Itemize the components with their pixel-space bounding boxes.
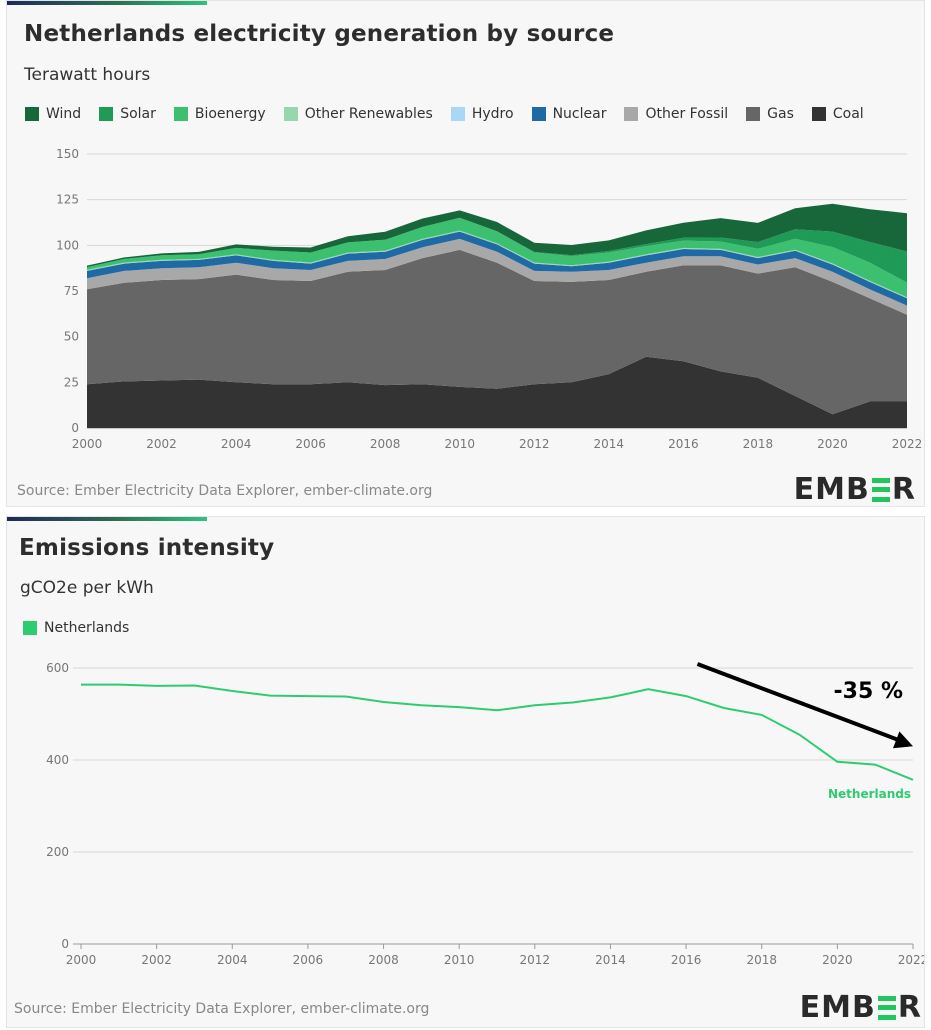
y-tick-label: 75 <box>64 284 79 298</box>
emissions-line-chart: 0 200 400 600 2000 2002 2004 2006 2008 2010 2012 20… <box>46 661 924 967</box>
legend-label: Other Fossil <box>645 106 729 122</box>
legend-label: Other Renewables <box>304 106 433 122</box>
y-tick-label: 100 <box>56 238 79 252</box>
legend-label: Solar <box>120 106 156 122</box>
legend-swatch <box>746 107 761 121</box>
legend-item-nuclear[interactable]: Nuclear <box>531 106 607 122</box>
legend-swatch <box>99 107 114 121</box>
legend-swatch <box>23 621 37 635</box>
accent-bar <box>7 517 207 521</box>
x-tick-label: 2012 <box>519 437 550 451</box>
y-tick-label: 0 <box>61 937 69 951</box>
y-tick-label: 600 <box>46 661 69 675</box>
legend-label: Wind <box>46 106 82 122</box>
legend-item-other-fossil[interactable]: Other Fossil <box>624 106 728 122</box>
series-line-netherlands <box>81 683 914 781</box>
x-tick-label: 2012 <box>520 953 551 967</box>
logo-text-right: R <box>891 472 916 507</box>
x-tick-label: 2000 <box>72 437 103 451</box>
chart-legend: Wind Solar Bioenergy Other Renewables Hydro N… <box>25 106 882 122</box>
y-tick-label: 0 <box>71 421 79 435</box>
x-tick-label: 2022 <box>898 953 924 967</box>
x-tick-label: 2002 <box>146 437 177 451</box>
legend-swatch <box>25 107 39 121</box>
y-tick-label: 50 <box>64 330 79 344</box>
y-tick-label: 400 <box>46 753 69 767</box>
legend-swatch <box>283 107 298 121</box>
generation-area-chart: 0 25 50 75 100 125 150 2000 2002 2004 2006 2008 2010… <box>56 147 923 451</box>
legend-swatch <box>450 107 465 121</box>
x-tick-label: 2008 <box>370 437 401 451</box>
x-tick-label: 2010 <box>444 953 475 967</box>
area-gas <box>87 249 907 415</box>
x-tick-label: 2018 <box>743 437 774 451</box>
x-tick-label: 2004 <box>221 437 252 451</box>
legend-item-wind[interactable]: Wind <box>25 106 81 122</box>
x-tick-label: 2010 <box>444 437 475 451</box>
chart-subtitle: Terawatt hours <box>24 65 151 85</box>
logo-text-left: EMB <box>799 990 876 1025</box>
legend-swatch <box>624 107 639 121</box>
trend-arrow-shaft <box>696 662 900 743</box>
annotation-text: -35 % <box>834 679 903 704</box>
x-tick-label: 2006 <box>293 953 324 967</box>
legend-item-bioenergy[interactable]: Bioenergy <box>173 106 266 122</box>
area-coal <box>87 356 907 428</box>
trend-arrow-head <box>893 731 913 749</box>
chart-legend: Netherlands <box>23 620 147 636</box>
y-tick-label: 25 <box>64 375 79 389</box>
x-tick-label: 2016 <box>668 437 699 451</box>
area-other-fossil <box>87 238 907 315</box>
legend-item-hydro[interactable]: Hydro <box>450 106 514 122</box>
x-tick-label: 2002 <box>141 953 172 967</box>
x-tick-label: 2008 <box>368 953 399 967</box>
area-bioenergy <box>87 217 907 298</box>
y-tick-label: 150 <box>56 147 79 161</box>
x-tick-label: 2014 <box>595 953 626 967</box>
ember-logo: EMB R <box>794 472 916 507</box>
chart-title: Emissions intensity <box>19 535 275 561</box>
accent-bar <box>7 1 207 5</box>
x-tick-label: 2020 <box>817 437 848 451</box>
logo-e-bars <box>871 477 890 502</box>
x-tick-label: 2004 <box>217 953 248 967</box>
area-other-renewables <box>87 230 907 299</box>
legend-item-solar[interactable]: Solar <box>99 106 156 122</box>
legend-swatch <box>173 107 188 121</box>
chart-title: Netherlands electricity generation by so… <box>24 21 615 47</box>
legend-label: Bioenergy <box>194 106 266 122</box>
legend-label: Coal <box>832 106 864 122</box>
legend-item-coal[interactable]: Coal <box>811 106 864 122</box>
x-tick-label: 2022 <box>892 437 923 451</box>
area-nuclear <box>87 231 907 306</box>
legend-swatch <box>531 107 546 121</box>
legend-label: Hydro <box>471 106 514 122</box>
legend-label: Nuclear <box>552 106 607 122</box>
series-end-label: Netherlands <box>828 787 911 801</box>
generation-chart-panel: Netherlands electricity generation by so… <box>6 0 925 507</box>
x-tick-label: 2016 <box>671 953 702 967</box>
legend-swatch <box>811 107 826 121</box>
logo-e-bars <box>877 995 896 1020</box>
logo-text-left: EMB <box>793 472 870 507</box>
x-tick-label: 2020 <box>822 953 853 967</box>
x-tick-label: 2014 <box>594 437 625 451</box>
y-tick-label: 125 <box>56 193 79 207</box>
area-wind <box>87 203 907 268</box>
y-tick-label: 200 <box>46 845 69 859</box>
ember-logo: EMB R <box>800 990 922 1025</box>
legend-item-netherlands[interactable]: Netherlands <box>23 620 129 636</box>
legend-label: Gas <box>767 106 794 122</box>
x-tick-label: 2006 <box>295 437 326 451</box>
legend-label: Netherlands <box>44 620 130 636</box>
legend-item-other-renewables[interactable]: Other Renewables <box>283 106 433 122</box>
x-tick-label: 2018 <box>746 953 777 967</box>
x-tick-label: 2000 <box>66 953 97 967</box>
logo-text-right: R <box>897 990 922 1025</box>
chart-subtitle: gCO2e per kWh <box>20 578 154 598</box>
legend-item-gas[interactable]: Gas <box>746 106 794 122</box>
source-note: Source: Ember Electricity Data Explorer,… <box>17 483 433 499</box>
source-note: Source: Ember Electricity Data Explorer,… <box>14 1001 430 1017</box>
emissions-chart-panel: Emissions intensity gCO2e per kWh Nether… <box>6 516 925 1028</box>
